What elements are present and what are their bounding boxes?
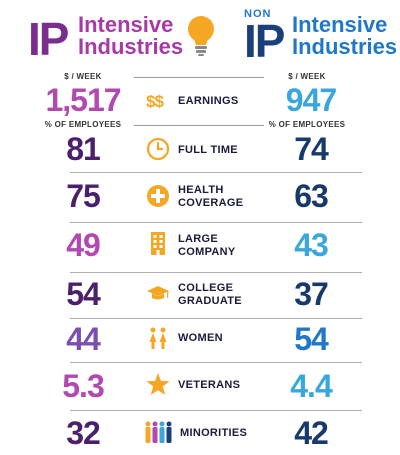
health-plus-icon bbox=[147, 185, 169, 207]
row-divider bbox=[70, 272, 362, 273]
minorities-left-value: 32 bbox=[66, 415, 101, 451]
ip-right-logo: IP bbox=[244, 15, 285, 67]
dollar-signs-icon: $$ bbox=[146, 92, 164, 111]
people-icon bbox=[145, 421, 172, 443]
health-label-line-1: HEALTH bbox=[178, 184, 224, 196]
divider bbox=[134, 77, 264, 78]
college-right-value: 37 bbox=[294, 276, 329, 312]
large-left-value: 49 bbox=[66, 227, 101, 263]
right-title: Intensive Industries bbox=[292, 14, 397, 58]
right-title-line-2: Industries bbox=[292, 34, 398, 59]
fulltime-right-value: 74 bbox=[294, 131, 329, 167]
large-label-line-2: COMPANY bbox=[178, 246, 236, 258]
left-title-line-1: Intensive bbox=[78, 12, 174, 37]
college-label-line-2: GRADUATE bbox=[178, 295, 242, 307]
minorities-label: MINORITIES bbox=[180, 427, 248, 439]
college-label: COLLEGE GRADUATE bbox=[178, 282, 242, 308]
women-label: WOMEN bbox=[178, 332, 223, 344]
ip-left-logo: IP bbox=[28, 13, 69, 65]
unit-left-percent: % OF EMPLOYEES bbox=[44, 120, 122, 129]
left-title: Intensive Industries bbox=[78, 14, 183, 58]
row-divider bbox=[70, 222, 362, 223]
earnings-right-value: 947 bbox=[285, 82, 337, 118]
health-label-line-2: COVERAGE bbox=[178, 197, 244, 209]
clock-icon bbox=[146, 137, 170, 161]
right-title-line-1: Intensive bbox=[292, 12, 388, 37]
row-divider bbox=[70, 318, 362, 319]
lightbulb-icon bbox=[188, 16, 214, 56]
fulltime-left-value: 81 bbox=[66, 131, 101, 167]
women-icon bbox=[149, 327, 167, 349]
women-right-value: 54 bbox=[294, 321, 329, 357]
left-title-line-2: Industries bbox=[78, 34, 184, 59]
fulltime-label: FULL TIME bbox=[178, 144, 238, 156]
health-right-value: 63 bbox=[294, 178, 329, 214]
large-right-value: 43 bbox=[294, 227, 329, 263]
star-icon bbox=[146, 373, 170, 395]
unit-left-week: $ / WEEK bbox=[64, 72, 102, 81]
women-left-value: 44 bbox=[66, 321, 101, 357]
unit-right-week: $ / WEEK bbox=[288, 72, 326, 81]
row-divider bbox=[70, 362, 362, 363]
college-label-line-1: COLLEGE bbox=[178, 282, 234, 294]
college-left-value: 54 bbox=[66, 276, 101, 312]
earnings-left-value: 1,517 bbox=[45, 82, 121, 118]
unit-right-percent: % OF EMPLOYEES bbox=[268, 120, 346, 129]
large-label: LARGE COMPANY bbox=[178, 233, 236, 259]
row-divider bbox=[70, 410, 362, 411]
minorities-right-value: 42 bbox=[294, 415, 329, 451]
row-divider bbox=[70, 172, 362, 173]
earnings-label: EARNINGS bbox=[178, 95, 239, 107]
non-label: NON bbox=[244, 8, 272, 20]
veterans-right-value: 4.4 bbox=[290, 368, 332, 404]
building-icon bbox=[151, 232, 165, 255]
divider bbox=[134, 125, 264, 126]
veterans-left-value: 5.3 bbox=[62, 368, 104, 404]
veterans-label: VETERANS bbox=[178, 379, 241, 391]
graduation-cap-icon bbox=[147, 286, 169, 300]
large-label-line-1: LARGE bbox=[178, 233, 218, 245]
health-label: HEALTH COVERAGE bbox=[178, 184, 243, 210]
health-left-value: 75 bbox=[66, 178, 101, 214]
